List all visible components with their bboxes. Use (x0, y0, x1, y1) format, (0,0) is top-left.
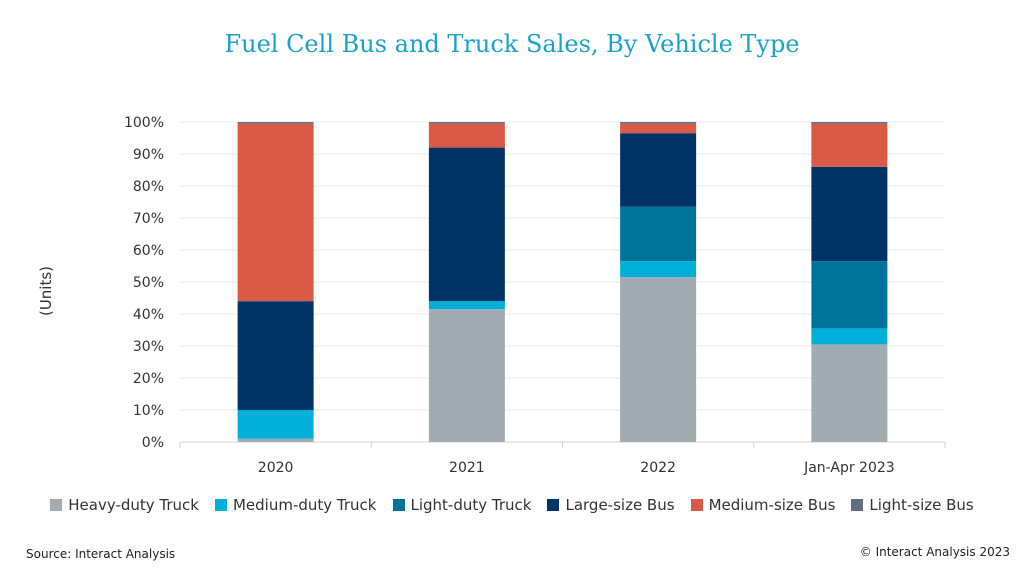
bar-segment-large-size-bus (620, 133, 697, 207)
bar-segment-light-size-bus (811, 122, 888, 124)
legend-item: Medium-size Bus (690, 496, 836, 514)
y-tick-label: 40% (133, 307, 164, 323)
legend-item: Light-duty Truck (392, 496, 532, 514)
legend-label: Heavy-duty Truck (68, 496, 199, 514)
legend-label: Medium-size Bus (708, 496, 836, 514)
x-tick-label: 2020 (258, 460, 294, 476)
y-tick-label: 20% (133, 371, 164, 387)
x-tick-label: 2022 (640, 460, 676, 476)
legend-swatch (851, 499, 864, 511)
chart-legend: Heavy-duty Truck Medium-duty Truck Light-d… (0, 496, 1024, 514)
legend-swatch (392, 499, 405, 511)
bar-segment-heavy-duty-truck (811, 344, 888, 442)
bar-segment-heavy-duty-truck (620, 277, 697, 442)
legend-swatch (690, 499, 703, 511)
bar-segment-medium-size-bus (811, 123, 888, 167)
bar-segment-large-size-bus (811, 166, 888, 262)
y-tick-label: 50% (133, 275, 164, 291)
bar-segment-medium-duty-truck (428, 301, 505, 310)
bar-segment-heavy-duty-truck (428, 309, 505, 442)
legend-item: Medium-duty Truck (214, 496, 377, 514)
legend-swatch (547, 499, 560, 511)
y-tick-label: 100% (124, 115, 164, 131)
bar-segment-medium-duty-truck (237, 410, 314, 439)
x-tick-label: 2021 (449, 460, 485, 476)
bar-segment-light-size-bus (428, 122, 505, 124)
chart-title: Fuel Cell Bus and Truck Sales, By Vehicl… (224, 30, 800, 58)
legend-item: Large-size Bus (547, 496, 675, 514)
bar-segment-heavy-duty-truck (237, 438, 314, 442)
bar-segment-large-size-bus (237, 301, 314, 410)
bar-segment-light-duty-truck (620, 206, 697, 262)
bar-segment-medium-size-bus (620, 123, 697, 134)
y-tick-label: 0% (142, 435, 164, 451)
bar-segment-light-size-bus (620, 122, 697, 124)
source-note: Source: Interact Analysis (26, 547, 176, 561)
legend-label: Light-duty Truck (410, 496, 532, 514)
copyright-note: © Interact Analysis 2023 (859, 545, 1010, 559)
bar-segment-light-duty-truck (811, 261, 888, 329)
legend-label: Medium-duty Truck (232, 496, 377, 514)
bar-segment-light-size-bus (237, 122, 314, 124)
legend-label: Light-size Bus (869, 496, 974, 514)
legend-item: Light-size Bus (851, 496, 974, 514)
y-tick-label: 60% (133, 243, 164, 259)
legend-swatch (214, 499, 227, 511)
legend-label: Large-size Bus (565, 496, 675, 514)
x-tick-label: Jan-Apr 2023 (803, 460, 895, 476)
y-axis-label: (Units) (37, 266, 55, 316)
y-tick-label: 90% (133, 147, 164, 163)
y-tick-label: 10% (133, 403, 164, 419)
y-tick-label: 70% (133, 211, 164, 227)
bar-segment-medium-size-bus (237, 123, 314, 302)
bar-segment-large-size-bus (428, 147, 505, 302)
y-tick-label: 80% (133, 179, 164, 195)
bar-segment-medium-duty-truck (620, 261, 697, 278)
legend-item: Heavy-duty Truck (50, 496, 199, 514)
bar-segment-medium-duty-truck (811, 328, 888, 345)
y-tick-label: 30% (133, 339, 164, 355)
bar-segment-medium-size-bus (428, 123, 505, 148)
legend-swatch (50, 499, 63, 511)
